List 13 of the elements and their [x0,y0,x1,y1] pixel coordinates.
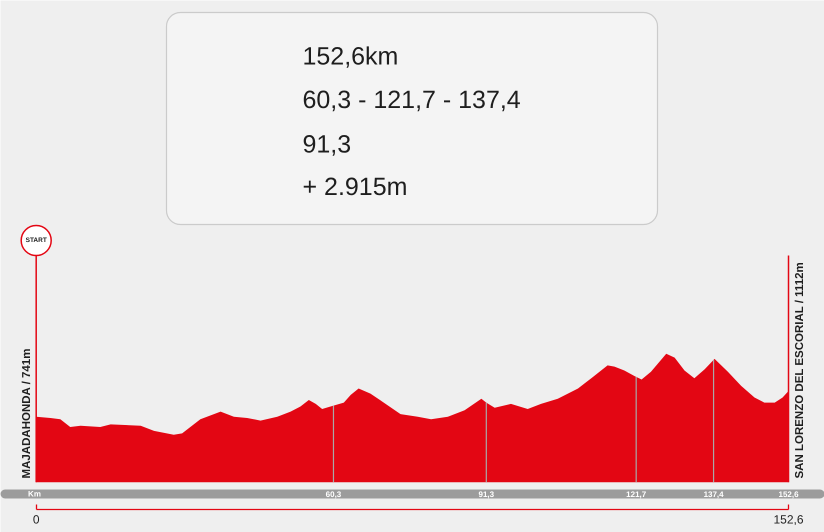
text: + 2.915m [302,173,408,201]
annotation: SAN LORENZO DEL ESCORIAL / 1112m [794,262,806,478]
ref-line-label: 137,4 [704,490,724,499]
ref-line-label: 91,3 [478,490,495,499]
annotation: MAJADAHONDA / 741m [21,348,33,478]
text: 60,3 - 121,7 - 137,4 [302,86,521,114]
text: 152,6km [302,42,398,70]
x-tick-label: 0 [32,512,40,526]
ref-line-label: 60,3 [326,490,342,499]
text: 91,3 [302,130,352,158]
ref-line-label: 152,6 [778,490,800,499]
ref-line-label: 121,7 [626,490,647,499]
x-axis-title: Km [28,490,41,498]
